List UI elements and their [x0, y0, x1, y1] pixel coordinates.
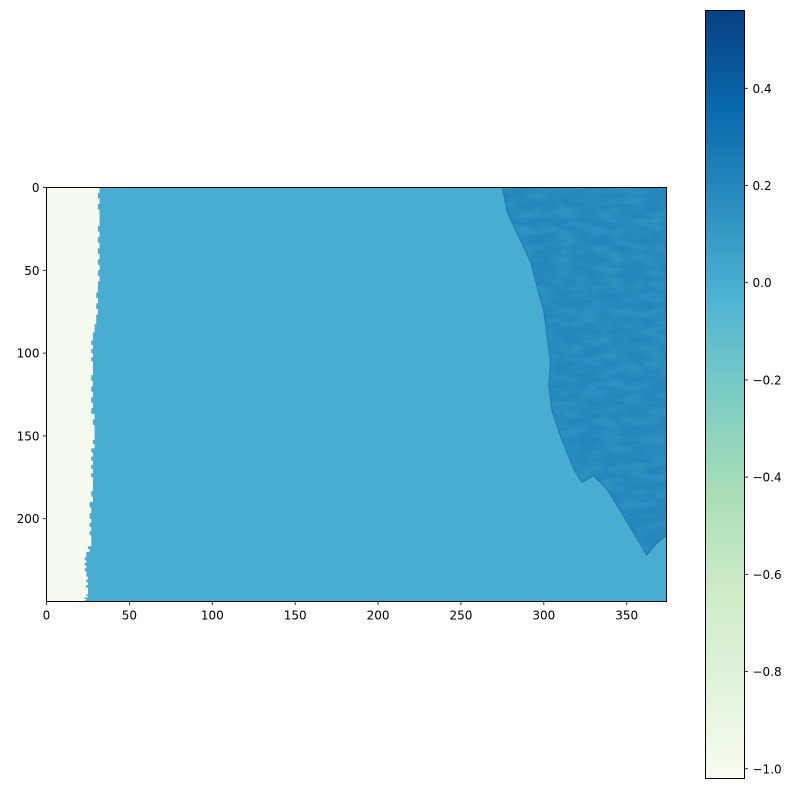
x-tick-label: 0	[43, 609, 51, 623]
x-tick-label: 300	[532, 609, 555, 623]
colorbar-tick-label: 0.2	[753, 179, 772, 193]
x-tick-label: 350	[615, 609, 638, 623]
plot-frame	[46, 187, 667, 602]
coastline	[501, 187, 667, 557]
colorbar-frame	[705, 10, 745, 779]
y-tick-label: 200	[17, 512, 40, 526]
y-tick-label: 0	[32, 181, 40, 195]
colorbar: 0.4 0.2 0.0 −0.2 −0.4 −0.6 −0.8 −1.0	[705, 10, 782, 779]
colorbar-tick-label: 0.0	[753, 276, 772, 290]
y-tick-label: 50	[24, 264, 39, 278]
colorbar-tick-label: −1.0	[753, 762, 782, 776]
nodata-region	[46, 187, 100, 602]
colorbar-tick-label: −0.6	[753, 568, 782, 582]
x-tick-label: 150	[284, 609, 307, 623]
x-axis: 0 50 100 150 200 250 300 350	[43, 601, 638, 623]
x-tick-label: 50	[122, 609, 137, 623]
y-tick-label: 150	[17, 429, 40, 443]
x-tick-label: 200	[367, 609, 390, 623]
y-tick-label: 100	[17, 347, 40, 361]
colorbar-tick-label: 0.4	[753, 82, 772, 96]
y-axis: 0 50 100 150 200	[17, 181, 47, 526]
colorbar-tick-label: −0.2	[753, 373, 782, 387]
colorbar-tick-label: −0.8	[753, 665, 782, 679]
colorbar-tick-label: −0.4	[753, 471, 782, 485]
colorbar-gradient	[705, 10, 745, 779]
x-tick-label: 250	[449, 609, 472, 623]
colorbar-ticks: 0.4 0.2 0.0 −0.2 −0.4 −0.6 −0.8 −1.0	[744, 82, 782, 776]
heatmap-plot-area: 0 50 100 150 200 250 300 350 0 50 100 150 200	[17, 181, 667, 623]
x-tick-label: 100	[201, 609, 224, 623]
land-texture	[502, 187, 667, 556]
